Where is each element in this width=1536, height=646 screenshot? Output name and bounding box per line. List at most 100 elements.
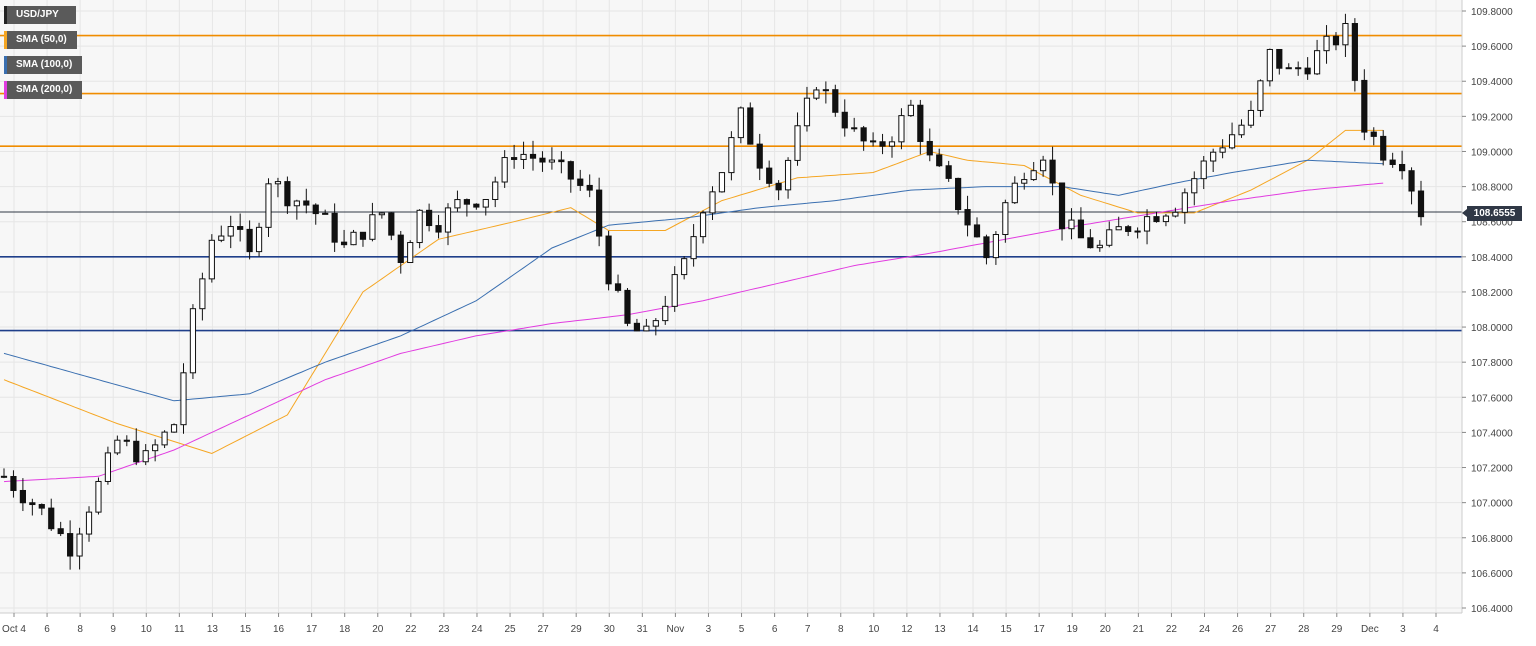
moving-averages [3,129,1384,483]
candle-body [1040,159,1047,172]
legend-sma100[interactable]: SMA (100,0) [4,56,83,74]
legend-sma100-label: SMA (100,0) [7,56,83,74]
candle-body [322,212,329,215]
x-tick-label: 11 [174,624,185,635]
candle-body [1276,48,1283,69]
candle-body [1172,211,1179,217]
legend-symbol-label: USD/JPY [7,6,76,24]
candle-body [501,157,508,183]
candle-body [463,199,470,205]
candle-body [426,209,433,227]
candle-body [529,153,537,159]
y-tick-label: 109.4000 [1471,77,1513,88]
candle-body [435,225,442,233]
candle-body [614,283,622,291]
y-tick-label: 107.6000 [1471,393,1513,404]
candle-body [1087,237,1094,249]
x-tick-label: 12 [901,624,913,635]
x-tick-label: Dec [1361,624,1379,635]
x-tick-label: 31 [637,624,649,635]
candle-body [1162,215,1170,223]
x-tick-label: Nov [666,624,684,635]
candle-body [841,111,848,129]
candle-body [1134,230,1141,233]
candle-body [539,157,546,163]
candle-body [492,181,499,200]
candle-body [350,231,357,246]
candle-body [208,239,215,280]
candle-body [85,511,93,535]
candle-body [671,274,678,307]
candle-body [114,439,121,454]
candle-body [1153,216,1160,223]
candle-body [879,141,886,147]
y-tick-label: 107.0000 [1471,499,1513,510]
x-tick-label: 5 [739,624,745,635]
candle-body [643,325,650,332]
candle-body [170,424,178,433]
candle-body [1304,67,1311,75]
candle-body [1115,226,1122,231]
candles [0,13,1425,570]
candle-body [473,203,480,208]
candle-body [142,450,149,463]
candle-body [255,226,263,253]
candle-body [189,308,197,374]
x-tick-label: 10 [141,624,153,635]
candle-body [29,502,36,506]
candle-body [851,127,858,130]
candle-body [747,107,754,145]
candle-body [511,157,518,160]
candle-body [161,431,168,446]
y-axis: 109.8000 109.6000 109.4000 109.2000 109.0000… [1461,0,1513,615]
candle-body [1021,179,1028,184]
candle-body [388,212,395,236]
candle-body [983,236,990,259]
y-tick-label: 107.4000 [1471,428,1513,439]
candle-body [1285,67,1292,70]
candle-body [699,212,707,238]
candle-body [1408,170,1415,192]
candle-body [917,104,924,142]
candle-body [1096,244,1103,249]
x-tick-label: 27 [1265,624,1277,635]
candle-body [1143,216,1151,232]
candle-body [1323,35,1330,52]
candle-body [586,184,593,191]
legend-symbol[interactable]: USD/JPY [4,6,82,24]
candle-body [1417,190,1425,218]
candle-body [888,141,896,147]
candle-body [1200,160,1207,180]
candle-body [284,181,291,207]
x-tick-label: 20 [1100,624,1112,635]
legend-sma200[interactable]: SMA (200,0) [4,81,83,99]
candle-body [520,153,527,160]
candle-body [10,476,17,491]
candle-body [1030,170,1037,181]
candle-body [718,172,726,193]
candle-body [633,322,641,332]
candle-body [76,533,83,557]
y-tick-label: 108.4000 [1471,253,1513,264]
candle-body [1342,23,1349,46]
legend: USD/JPY SMA (50,0) SMA (100,0) SMA (200,… [4,6,83,106]
candle-body [596,189,603,237]
candle-body [926,140,933,156]
candle-body [964,209,971,226]
candle-body [104,452,112,482]
x-tick-label: 30 [604,624,616,635]
candle-body [133,440,140,463]
sma100-line [3,159,1384,402]
candle-body [1370,131,1377,137]
candle-body [728,137,735,174]
legend-sma50[interactable]: SMA (50,0) [4,31,82,49]
candle-body [652,320,659,327]
x-tick-label: 25 [504,624,516,635]
x-tick-label: 9 [110,624,116,635]
candle-body [1332,35,1340,46]
candle-body [95,480,102,513]
x-tick-label: 27 [538,624,550,635]
x-tick-label: 17 [1034,624,1046,635]
candle-body [936,154,943,167]
